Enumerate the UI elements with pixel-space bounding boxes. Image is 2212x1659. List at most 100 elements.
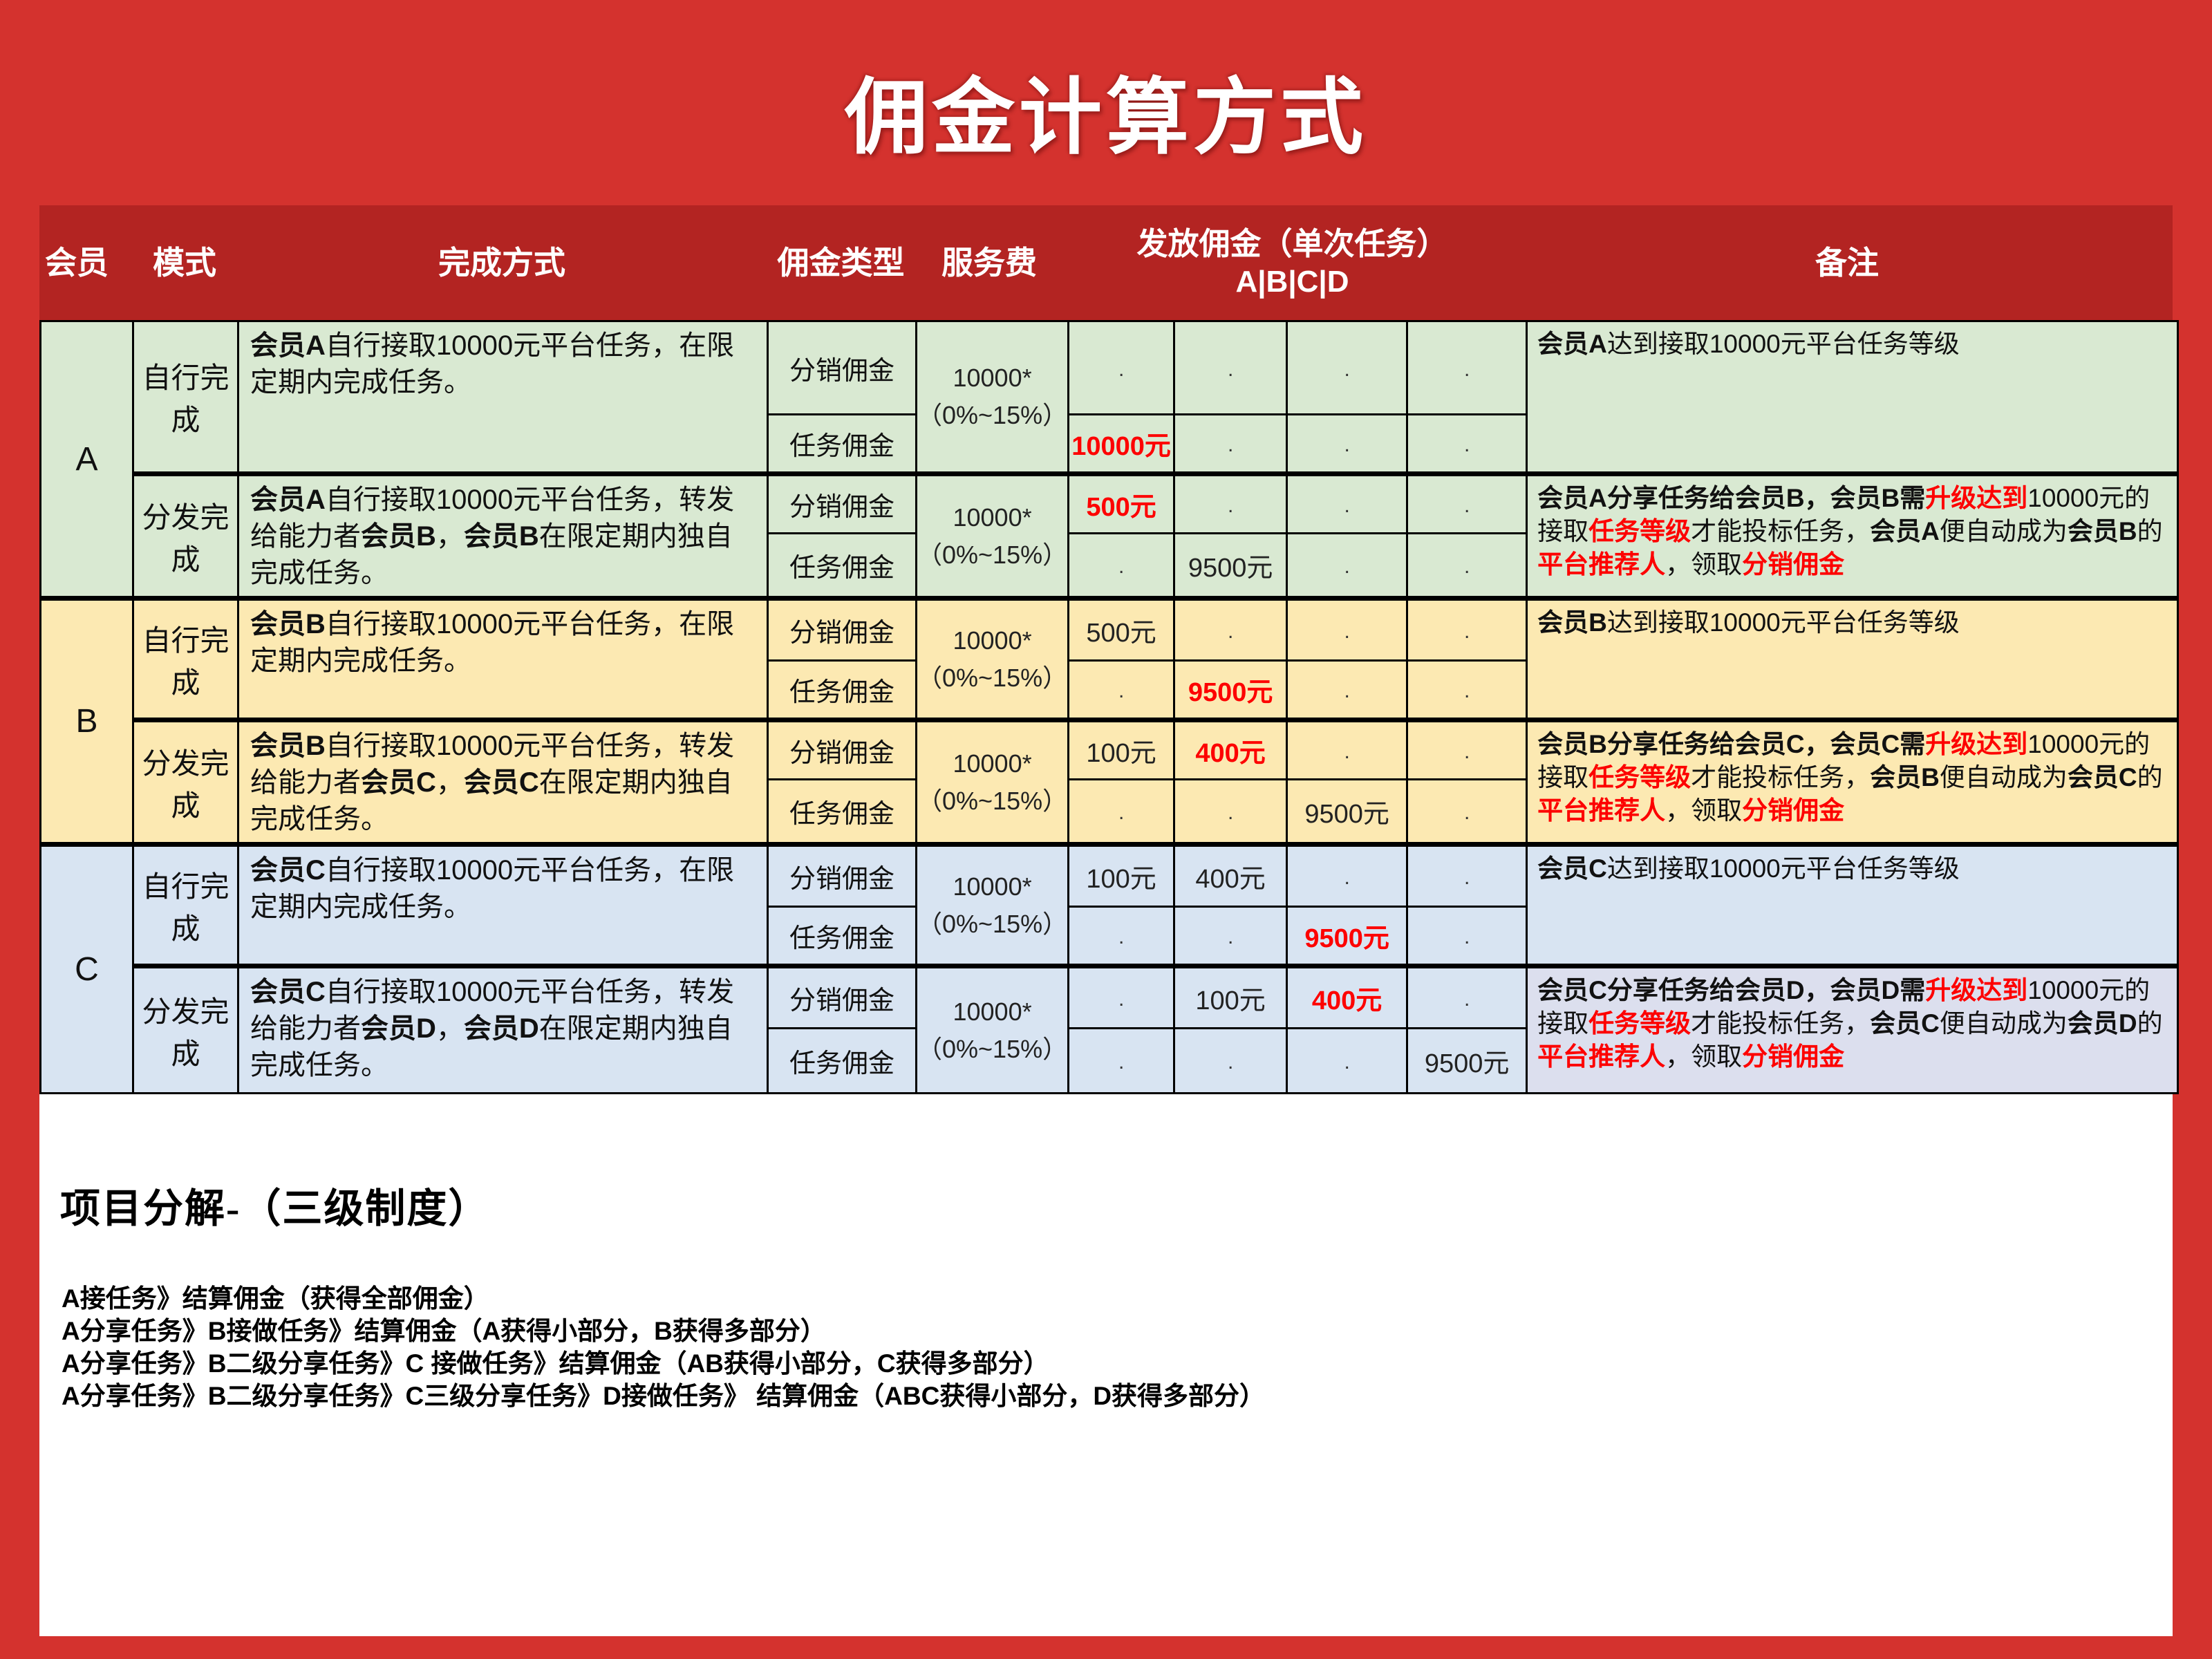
method-cell: 会员B自行接取10000元平台任务，转发给能力者会员C，会员C在限定期内独自完成… <box>237 718 769 845</box>
method-cell: 会员A自行接取10000元平台任务，在限定期内完成任务。 <box>237 320 769 475</box>
payout-cell-b: . <box>1173 471 1288 534</box>
payout-cell-b: 9500元 <box>1173 532 1288 599</box>
payout-cell-c: . <box>1286 471 1409 534</box>
commission-type-cell: 分销佣金 <box>767 842 917 908</box>
service-fee-line1: 10000* <box>953 749 1032 778</box>
breakdown-panel: 项目分解-（三级制度） A接任务》结算佣金（获得全部佣金） A分享任务》B接做任… <box>39 1094 2173 1636</box>
service-fee-line1: 10000* <box>953 997 1032 1026</box>
service-fee-line1: 10000* <box>953 872 1032 901</box>
service-fee-cell: 10000* （0%~15%） <box>915 596 1070 721</box>
service-fee-line1: 10000* <box>953 503 1032 532</box>
breakdown-line: A分享任务》B二级分享任务》C三级分享任务》D接做任务》 结算佣金（ABC获得小… <box>62 1382 1266 1410</box>
service-fee-cell: 10000* （0%~15%） <box>915 718 1070 845</box>
payout-cell-b: . <box>1173 413 1288 475</box>
payout-cell-c: . <box>1286 842 1409 908</box>
commission-type-cell: 任务佣金 <box>767 1027 917 1094</box>
payout-cell-a: 100元 <box>1067 718 1176 780</box>
payout-header-title: 发放佣金（单次任务） <box>1136 226 1448 262</box>
column-header-payout: 发放佣金（单次任务） A|B|C|D <box>1063 227 1521 299</box>
mode-cell: 自行完成 <box>132 596 239 721</box>
breakdown-line: A接任务》结算佣金（获得全部佣金） <box>62 1284 489 1313</box>
method-cell: 会员C自行接取10000元平台任务，转发给能力者会员D，会员D在限定期内独自完成… <box>237 964 769 1094</box>
mode-cell: 分发完成 <box>132 964 239 1094</box>
column-header-service-fee: 服务费 <box>941 244 1037 281</box>
payout-cell-c: . <box>1286 413 1409 475</box>
column-header-note: 备注 <box>1815 244 1879 281</box>
payout-cell-b: . <box>1173 1027 1288 1094</box>
payout-cell-c: 9500元 <box>1286 906 1409 967</box>
page-title: 佣金计算方式 <box>845 72 1367 164</box>
payout-cell-c: . <box>1286 596 1409 662</box>
note-cell: 会员C达到接取10000元平台任务等级 <box>1526 842 2180 967</box>
commission-type-cell: 分销佣金 <box>767 718 917 780</box>
service-fee-line1: 10000* <box>953 626 1032 655</box>
payout-cell-a: . <box>1067 906 1176 967</box>
member-cell: B <box>39 596 134 845</box>
service-fee-line2: （0%~15%） <box>917 909 1068 938</box>
service-fee-cell: 10000* （0%~15%） <box>915 964 1070 1094</box>
breakdown-line: A分享任务》B二级分享任务》C 接做任务》结算佣金（AB获得小部分，C获得多部分… <box>62 1349 1049 1378</box>
commission-type-cell: 任务佣金 <box>767 778 917 845</box>
note-cell: 会员A分享任务给会员B，会员B需升级达到10000元的接取任务等级才能投标任务，… <box>1526 471 2180 599</box>
payout-cell-d: . <box>1406 413 1528 475</box>
payout-cell-a: . <box>1067 778 1176 845</box>
commission-type-cell: 分销佣金 <box>767 964 917 1029</box>
payout-header-columns: A|B|C|D <box>1235 264 1349 299</box>
commission-type-cell: 任务佣金 <box>767 659 917 721</box>
column-header-member: 会员 <box>45 244 109 281</box>
payout-cell-c: . <box>1286 718 1409 780</box>
service-fee-line2: （0%~15%） <box>917 663 1068 692</box>
payout-cell-d: . <box>1406 532 1528 599</box>
service-fee-cell: 10000* （0%~15%） <box>915 320 1070 475</box>
member-cell: A <box>39 320 134 599</box>
commission-table: A 自行完成 会员A自行接取10000元平台任务，在限定期内完成任务。 分销佣金… <box>39 320 2180 1094</box>
note-cell: 会员B分享任务给会员C，会员C需升级达到10000元的接取任务等级才能投标任务，… <box>1526 718 2180 845</box>
payout-cell-d: . <box>1406 906 1528 967</box>
service-fee-line2: （0%~15%） <box>917 786 1068 815</box>
payout-cell-b: . <box>1173 596 1288 662</box>
payout-cell-c: 9500元 <box>1286 778 1409 845</box>
payout-cell-a: . <box>1067 964 1176 1029</box>
payout-cell-c: . <box>1286 320 1409 415</box>
service-fee-line1: 10000* <box>953 364 1032 392</box>
payout-cell-b: 400元 <box>1173 842 1288 908</box>
mode-cell: 自行完成 <box>132 842 239 967</box>
breakdown-line: A分享任务》B接做任务》结算佣金（A获得小部分，B获得多部分） <box>62 1317 826 1345</box>
service-fee-line2: （0%~15%） <box>917 540 1068 569</box>
payout-cell-a: . <box>1067 320 1176 415</box>
payout-cell-a: . <box>1067 532 1176 599</box>
payout-cell-d: . <box>1406 471 1528 534</box>
payout-cell-d: . <box>1406 718 1528 780</box>
note-cell: 会员B达到接取10000元平台任务等级 <box>1526 596 2180 721</box>
payout-cell-b: . <box>1173 906 1288 967</box>
table-header: 会员 模式 完成方式 佣金类型 服务费 发放佣金（单次任务） A|B|C|D 备… <box>39 205 2173 320</box>
payout-cell-b: . <box>1173 778 1288 845</box>
mode-cell: 分发完成 <box>132 471 239 599</box>
payout-cell-a: 500元 <box>1067 471 1176 534</box>
payout-cell-d: . <box>1406 964 1528 1029</box>
column-header-method: 完成方式 <box>438 244 565 281</box>
payout-cell-b: 400元 <box>1173 718 1288 780</box>
mode-cell: 分发完成 <box>132 718 239 845</box>
mode-cell: 自行完成 <box>132 320 239 475</box>
commission-type-cell: 任务佣金 <box>767 906 917 967</box>
commission-type-cell: 任务佣金 <box>767 413 917 475</box>
payout-cell-b: 9500元 <box>1173 659 1288 721</box>
payout-cell-a: . <box>1067 1027 1176 1094</box>
service-fee-cell: 10000* （0%~15%） <box>915 842 1070 967</box>
payout-cell-c: . <box>1286 532 1409 599</box>
payout-cell-b: . <box>1173 320 1288 415</box>
payout-cell-a: . <box>1067 659 1176 721</box>
note-cell: 会员C分享任务给会员D，会员D需升级达到10000元的接取任务等级才能投标任务，… <box>1526 964 2180 1094</box>
breakdown-list: A接任务》结算佣金（获得全部佣金） A分享任务》B接做任务》结算佣金（A获得小部… <box>62 1282 1265 1412</box>
column-header-commission-type: 佣金类型 <box>777 244 905 281</box>
payout-cell-d: 9500元 <box>1406 1027 1528 1094</box>
method-cell: 会员A自行接取10000元平台任务，转发给能力者会员B，会员B在限定期内独自完成… <box>237 471 769 599</box>
payout-cell-d: . <box>1406 596 1528 662</box>
service-fee-line2: （0%~15%） <box>917 1034 1068 1063</box>
note-cell: 会员A达到接取10000元平台任务等级 <box>1526 320 2180 475</box>
payout-cell-a: 10000元 <box>1067 413 1176 475</box>
commission-type-cell: 分销佣金 <box>767 596 917 662</box>
payout-cell-c: . <box>1286 659 1409 721</box>
